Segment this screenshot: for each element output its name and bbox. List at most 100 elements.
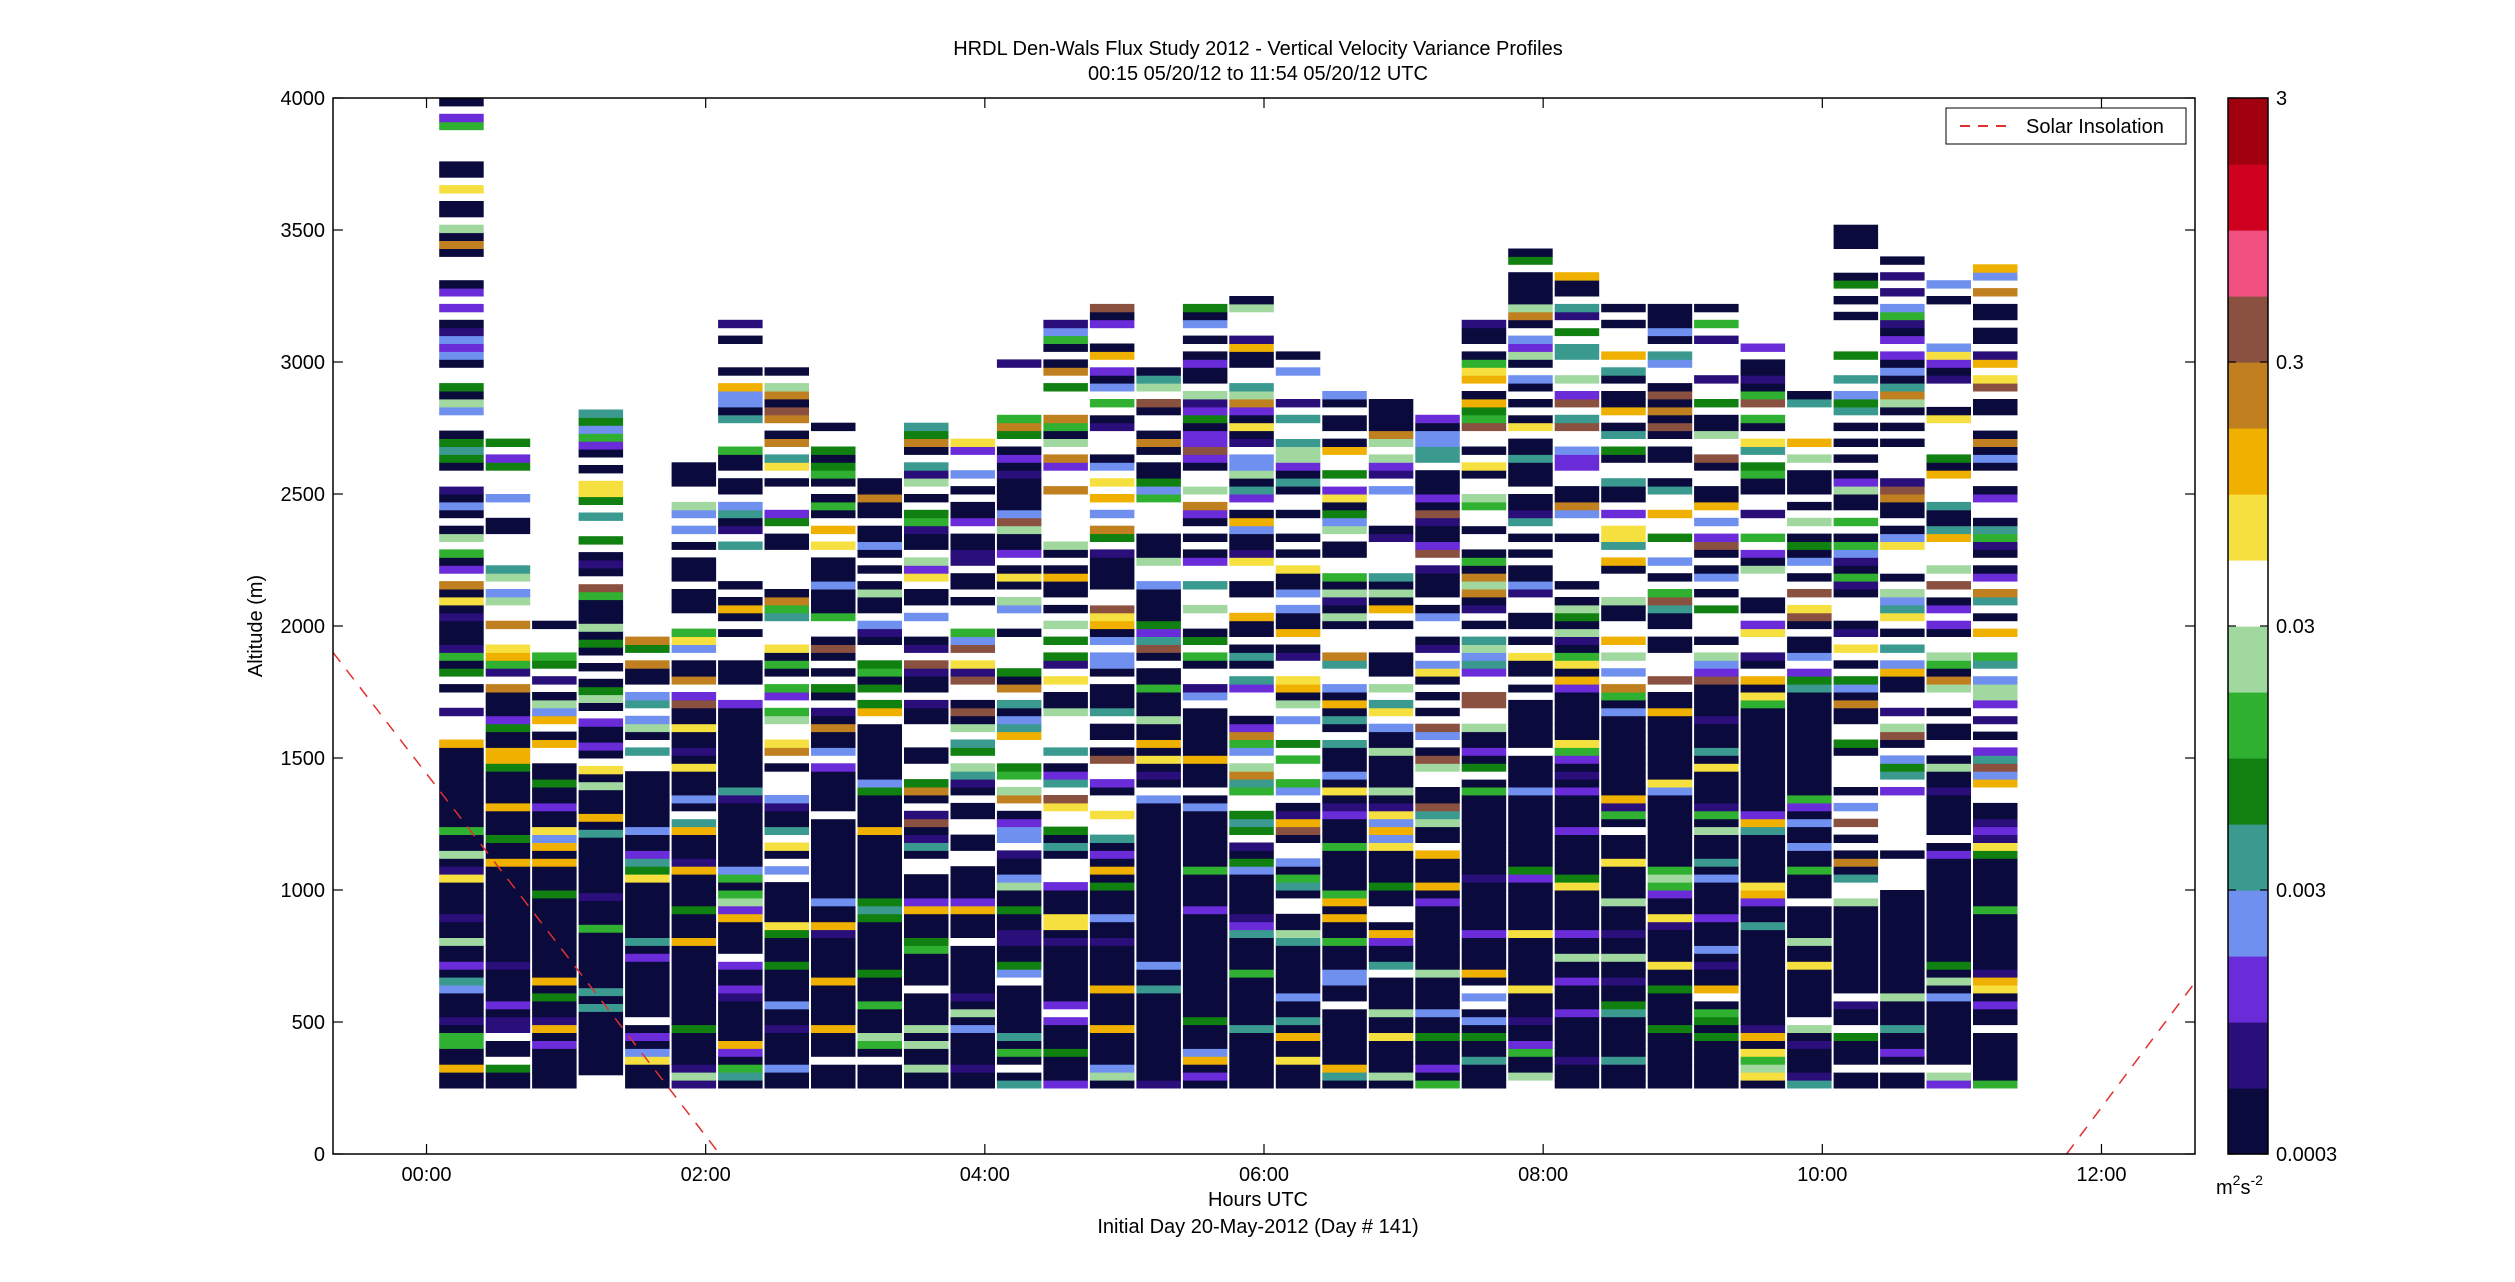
heatmap-cell [1926, 628, 1971, 637]
heatmap-cell [1601, 763, 1646, 772]
heatmap-cell [1136, 818, 1181, 828]
heatmap-cell [1461, 779, 1507, 788]
heatmap-cell [439, 597, 484, 606]
heatmap-cell [1554, 977, 1600, 986]
heatmap-cell [1182, 406, 1228, 416]
heatmap-cell [996, 470, 1042, 479]
heatmap-cell [1880, 303, 1925, 313]
heatmap-cell [1368, 985, 1414, 994]
heatmap-cell [857, 1000, 902, 1010]
heatmap-cell [1554, 375, 1600, 384]
heatmap-cell [904, 589, 949, 598]
heatmap-cell [1461, 422, 1507, 432]
heatmap-cell [1601, 787, 1646, 796]
heatmap-cell [1554, 913, 1600, 923]
heatmap-cell [1136, 866, 1181, 875]
heatmap-cell [1461, 1064, 1507, 1073]
heatmap-cell [1415, 731, 1460, 740]
heatmap-cell [718, 985, 763, 994]
heatmap-cell [439, 707, 484, 717]
heatmap-cell [1089, 668, 1135, 677]
heatmap-cell [1833, 240, 1879, 249]
heatmap-cell [578, 932, 624, 941]
heatmap-cell [1787, 802, 1832, 812]
heatmap-cell [1880, 573, 1925, 582]
heatmap-cell [718, 1024, 763, 1033]
heatmap-cell [1136, 715, 1181, 725]
y-tick-label: 3000 [281, 352, 326, 374]
heatmap-cell [1322, 858, 1367, 867]
heatmap-cell [485, 866, 531, 875]
heatmap-cell [1833, 549, 1879, 558]
heatmap-cell [1694, 731, 1739, 740]
heatmap-cell [1275, 1000, 1321, 1010]
heatmap-cell [1740, 676, 1786, 685]
heatmap-cell [1740, 557, 1786, 566]
heatmap-cell [1229, 890, 1274, 899]
heatmap-cell [764, 795, 809, 804]
heatmap-cell [811, 1072, 856, 1081]
heatmap-cell [1136, 826, 1181, 835]
heatmap-cell [1740, 692, 1786, 701]
heatmap-cell [1136, 763, 1181, 772]
heatmap-cell [1368, 913, 1414, 923]
heatmap-cell [1043, 771, 1088, 780]
heatmap-cell [857, 795, 902, 804]
heatmap-cell [671, 597, 717, 606]
heatmap-cell [1368, 399, 1414, 408]
heatmap-cell [811, 1016, 856, 1026]
heatmap-cell [1601, 454, 1646, 463]
heatmap-cell [1136, 1072, 1181, 1081]
heatmap-cell [764, 509, 809, 519]
heatmap-cell [1461, 953, 1507, 962]
heatmap-cell [1833, 699, 1879, 709]
heatmap-cell [1415, 905, 1460, 915]
heatmap-cell [1833, 1008, 1879, 1018]
heatmap-cell [996, 422, 1042, 432]
heatmap-cell [1461, 446, 1507, 455]
heatmap-cell [1740, 383, 1786, 392]
heatmap-cell [671, 541, 717, 550]
heatmap-cell [1554, 335, 1600, 344]
heatmap-cell [439, 1056, 484, 1065]
heatmap-cell [1089, 494, 1135, 503]
heatmap-cell [1647, 1000, 1693, 1010]
heatmap-cell [950, 636, 995, 645]
heatmap-cell [1136, 604, 1181, 614]
heatmap-cell [578, 599, 624, 608]
heatmap-cell [1694, 842, 1739, 851]
heatmap-cell [857, 842, 902, 851]
heatmap-cell [1694, 501, 1739, 511]
heatmap-cell [996, 533, 1042, 542]
heatmap-cell [1461, 858, 1507, 867]
y-tick-label: 3500 [281, 220, 326, 242]
heatmap-cell [439, 977, 484, 986]
heatmap-cell [1926, 375, 1971, 384]
heatmap-cell [1647, 834, 1693, 843]
heatmap-cell [1740, 565, 1786, 574]
heatmap-cell [996, 668, 1042, 677]
heatmap-cell [1089, 399, 1135, 408]
heatmap-cell [1508, 335, 1553, 344]
heatmap-cell [1508, 1040, 1553, 1049]
heatmap-cell [1136, 1048, 1181, 1057]
heatmap-cell [1275, 1024, 1321, 1033]
heatmap-cell [1647, 636, 1693, 645]
heatmap-cell [718, 335, 763, 344]
heatmap-cell [718, 565, 763, 574]
heatmap-cell [1926, 969, 1971, 978]
solar-insolation-segment [2065, 981, 2196, 1155]
heatmap-cell [1601, 684, 1646, 693]
heatmap-cell [1089, 311, 1135, 321]
heatmap-cell [578, 1051, 624, 1060]
heatmap-cell [1182, 802, 1228, 812]
heatmap-cell [1275, 945, 1321, 954]
heatmap-cell [1833, 1064, 1879, 1073]
heatmap-cell [671, 866, 717, 875]
heatmap-cell [1740, 945, 1786, 954]
heatmap-cell [578, 789, 624, 799]
heatmap-cell [1508, 501, 1553, 511]
heatmap-cell [485, 929, 531, 938]
heatmap-cell [1508, 565, 1553, 574]
heatmap-cell [1508, 383, 1553, 392]
